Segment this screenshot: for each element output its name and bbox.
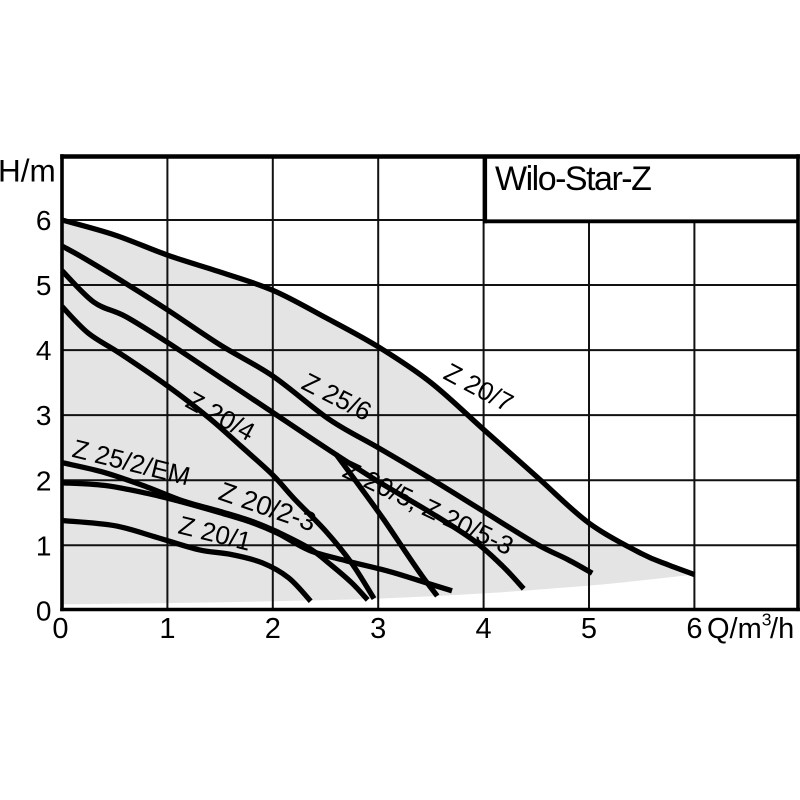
svg-text:H/m: H/m — [0, 153, 56, 189]
svg-text:5: 5 — [36, 270, 52, 301]
svg-text:2: 2 — [36, 465, 52, 496]
svg-text:1: 1 — [36, 530, 52, 561]
svg-text:1: 1 — [159, 613, 175, 645]
svg-text:Q/m3/h: Q/m3/h — [707, 609, 794, 645]
svg-text:5: 5 — [581, 613, 597, 645]
svg-text:0: 0 — [52, 613, 68, 645]
svg-text:3: 3 — [370, 613, 386, 645]
svg-text:4: 4 — [476, 613, 492, 645]
svg-text:2: 2 — [265, 613, 281, 645]
svg-text:Wilo-Star-Z: Wilo-Star-Z — [495, 160, 651, 198]
svg-text:0: 0 — [36, 595, 52, 626]
svg-text:3: 3 — [36, 400, 52, 431]
svg-text:4: 4 — [36, 335, 52, 366]
svg-text:6: 6 — [36, 205, 52, 236]
svg-text:6: 6 — [686, 613, 702, 645]
